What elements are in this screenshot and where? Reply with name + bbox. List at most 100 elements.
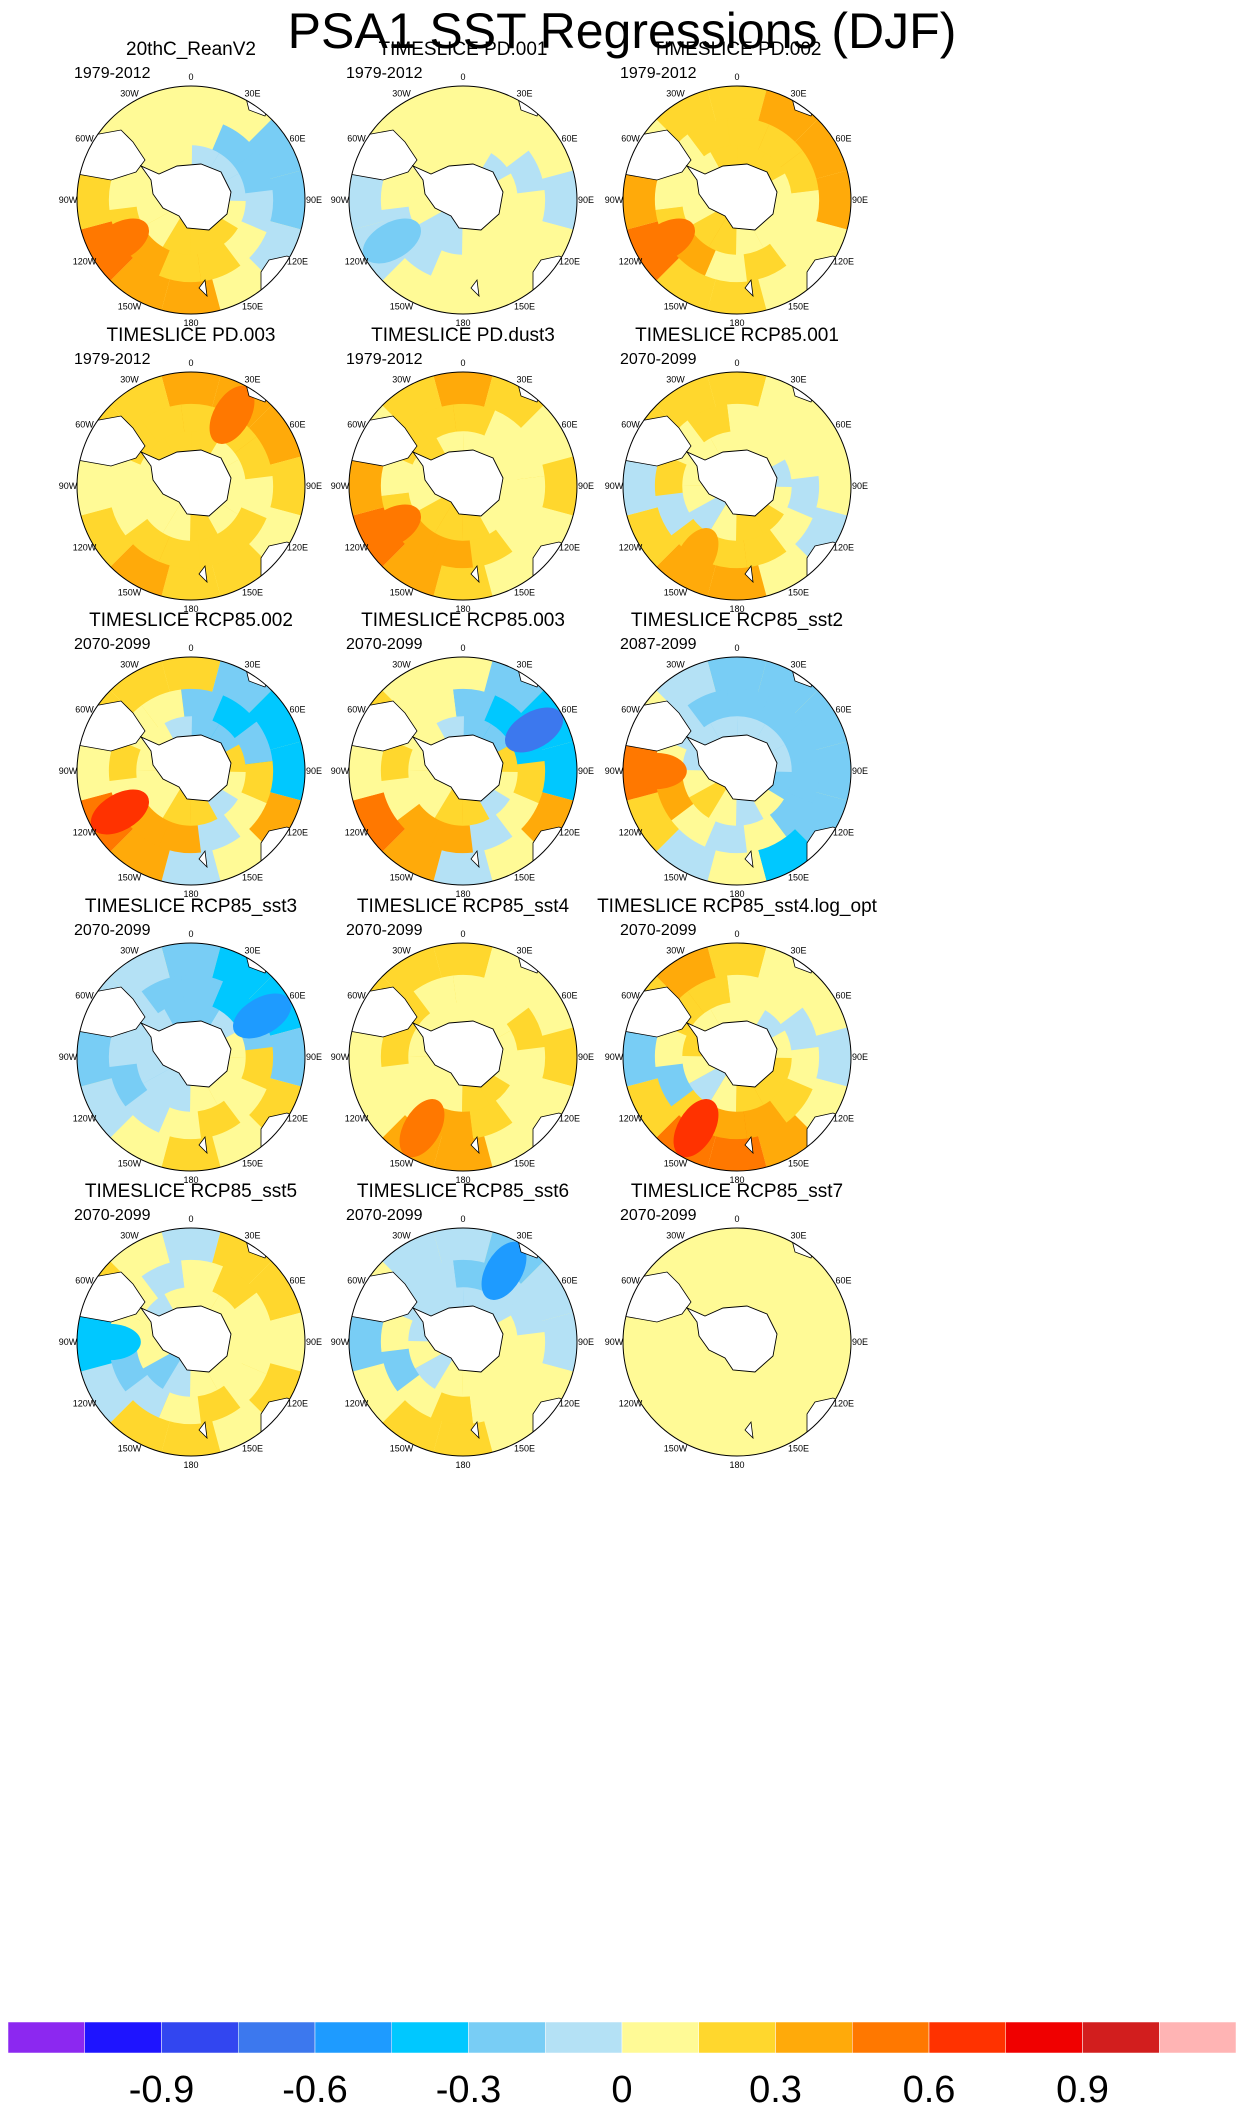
longitude-label: 30W (666, 89, 685, 99)
map-panel: 0 30E 60E 90E 120E 150E 180 150W 120W 90W 60W 30W TI… (59, 896, 322, 1185)
panel-period: 1979-2012 (346, 65, 423, 82)
longitude-label: 60W (621, 134, 640, 144)
longitude-label: 120E (833, 543, 854, 553)
longitude-label: 120E (559, 828, 580, 838)
longitude-label: 90W (59, 1337, 78, 1347)
panel-title: TIMESLICE PD.003 (107, 325, 276, 346)
land-new-zealand (470, 849, 480, 869)
longitude-label: 60W (75, 1276, 94, 1286)
longitude-label: 90W (605, 481, 624, 491)
longitude-label: 150W (664, 1444, 688, 1454)
longitude-label: 180 (455, 604, 470, 614)
longitude-label: 150W (664, 873, 688, 883)
longitude-label: 0 (460, 1214, 465, 1224)
longitude-label: 150E (242, 588, 263, 598)
longitude-label: 60E (289, 420, 305, 430)
longitude-label: 0 (188, 1214, 193, 1224)
map-border (348, 942, 578, 1172)
panel-title: TIMESLICE RCP85.002 (89, 610, 293, 631)
longitude-label: 150E (514, 1159, 535, 1169)
map-border (622, 656, 852, 886)
longitude-label: 90E (578, 1052, 594, 1062)
colorbar-swatch (391, 2021, 469, 2054)
longitude-label: 150E (788, 588, 809, 598)
longitude-label: 120W (73, 1399, 97, 1409)
panel-period: 2070-2099 (346, 1207, 423, 1224)
longitude-label: 0 (188, 72, 193, 82)
longitude-label: 90W (605, 1052, 624, 1062)
longitude-label: 90E (852, 766, 868, 776)
land-new-zealand (744, 278, 754, 298)
longitude-label: 60W (347, 134, 366, 144)
map-border (76, 85, 306, 315)
longitude-label: 120E (287, 1114, 308, 1124)
land-new-zealand (198, 849, 208, 869)
longitude-label: 60E (289, 991, 305, 1001)
map-panel: 0 30E 60E 90E 120E 150E 180 150W 120W 90W 60W 30W TI… (605, 39, 868, 328)
longitude-label: 0 (460, 643, 465, 653)
longitude-label: 90W (331, 1337, 350, 1347)
longitude-label: 180 (455, 1175, 470, 1185)
longitude-label: 0 (734, 358, 739, 368)
longitude-label: 120E (287, 828, 308, 838)
longitude-label: 60E (289, 1276, 305, 1286)
longitude-label: 120W (73, 828, 97, 838)
longitude-label: 150E (788, 302, 809, 312)
longitude-label: 150W (118, 302, 142, 312)
colorbar-swatch (545, 2021, 623, 2054)
longitude-label: 30E (790, 660, 806, 670)
panel-period: 1979-2012 (346, 351, 423, 368)
longitude-label: 150W (118, 588, 142, 598)
colorbar-tick-label: -0.6 (282, 2069, 347, 2107)
longitude-label: 30W (120, 375, 139, 385)
panel-title: TIMESLICE RCP85_sst4.log_opt (597, 896, 878, 917)
longitude-label: 60E (561, 991, 577, 1001)
longitude-label: 180 (729, 604, 744, 614)
panel-period: 2087-2099 (620, 636, 697, 653)
longitude-label: 30E (244, 946, 260, 956)
field-peak (504, 707, 564, 753)
longitude-label: 120E (287, 257, 308, 267)
panel-title: TIMESLICE RCP85_sst2 (631, 610, 843, 631)
longitude-label: 0 (460, 72, 465, 82)
land-antarctica (411, 163, 504, 231)
map-panel: 0 30E 60E 90E 120E 150E 180 150W 120W 90W 60W 30W TI… (59, 610, 322, 899)
chart-title: PSA1 SST Regressions (DJF) (287, 3, 957, 59)
longitude-label: 30E (244, 89, 260, 99)
longitude-label: 180 (183, 318, 198, 328)
map-border (76, 656, 306, 886)
longitude-label: 30E (516, 946, 532, 956)
colorbar-tick-label: 0.9 (1056, 2069, 1109, 2107)
longitude-label: 30W (392, 660, 411, 670)
field-peak (399, 1098, 445, 1158)
panel-period: 1979-2012 (620, 65, 697, 82)
field-peak (232, 993, 292, 1039)
land-new-zealand (744, 1135, 754, 1155)
longitude-label: 180 (455, 318, 470, 328)
colorbar-tick-label: 0.6 (903, 2069, 956, 2107)
land-antarctica (411, 449, 504, 517)
map-panel: 0 30E 60E 90E 120E 150E 180 150W 120W 90W 60W 30W TI… (59, 325, 322, 614)
land-antarctica (139, 734, 232, 802)
longitude-label: 30W (666, 1231, 685, 1241)
map-border (622, 942, 852, 1172)
colorbar-swatch (698, 2021, 776, 2054)
map-panel: 0 30E 60E 90E 120E 150E 180 150W 120W 90W 60W 30W TI… (59, 1181, 322, 1470)
longitude-label: 60W (75, 991, 94, 1001)
panel-title: TIMESLICE RCP85_sst6 (357, 1181, 569, 1202)
panel-period: 2070-2099 (346, 636, 423, 653)
longitude-label: 180 (183, 1460, 198, 1470)
longitude-label: 180 (729, 889, 744, 899)
land-new-zealand (470, 278, 480, 298)
longitude-label: 90W (605, 766, 624, 776)
land-new-zealand (198, 1420, 208, 1440)
field-peak (362, 504, 422, 550)
longitude-label: 180 (455, 1460, 470, 1470)
longitude-label: 150W (664, 1159, 688, 1169)
map-panel: 0 30E 60E 90E 120E 150E 180 150W 120W 90W 60W 30W TI… (605, 325, 868, 614)
longitude-label: 30W (392, 946, 411, 956)
longitude-label: 60W (347, 991, 366, 1001)
longitude-label: 120E (833, 257, 854, 267)
map-panel: 0 30E 60E 90E 120E 150E 180 150W 120W 90W 60W 30W TI… (331, 39, 594, 328)
map-border (76, 1227, 306, 1457)
